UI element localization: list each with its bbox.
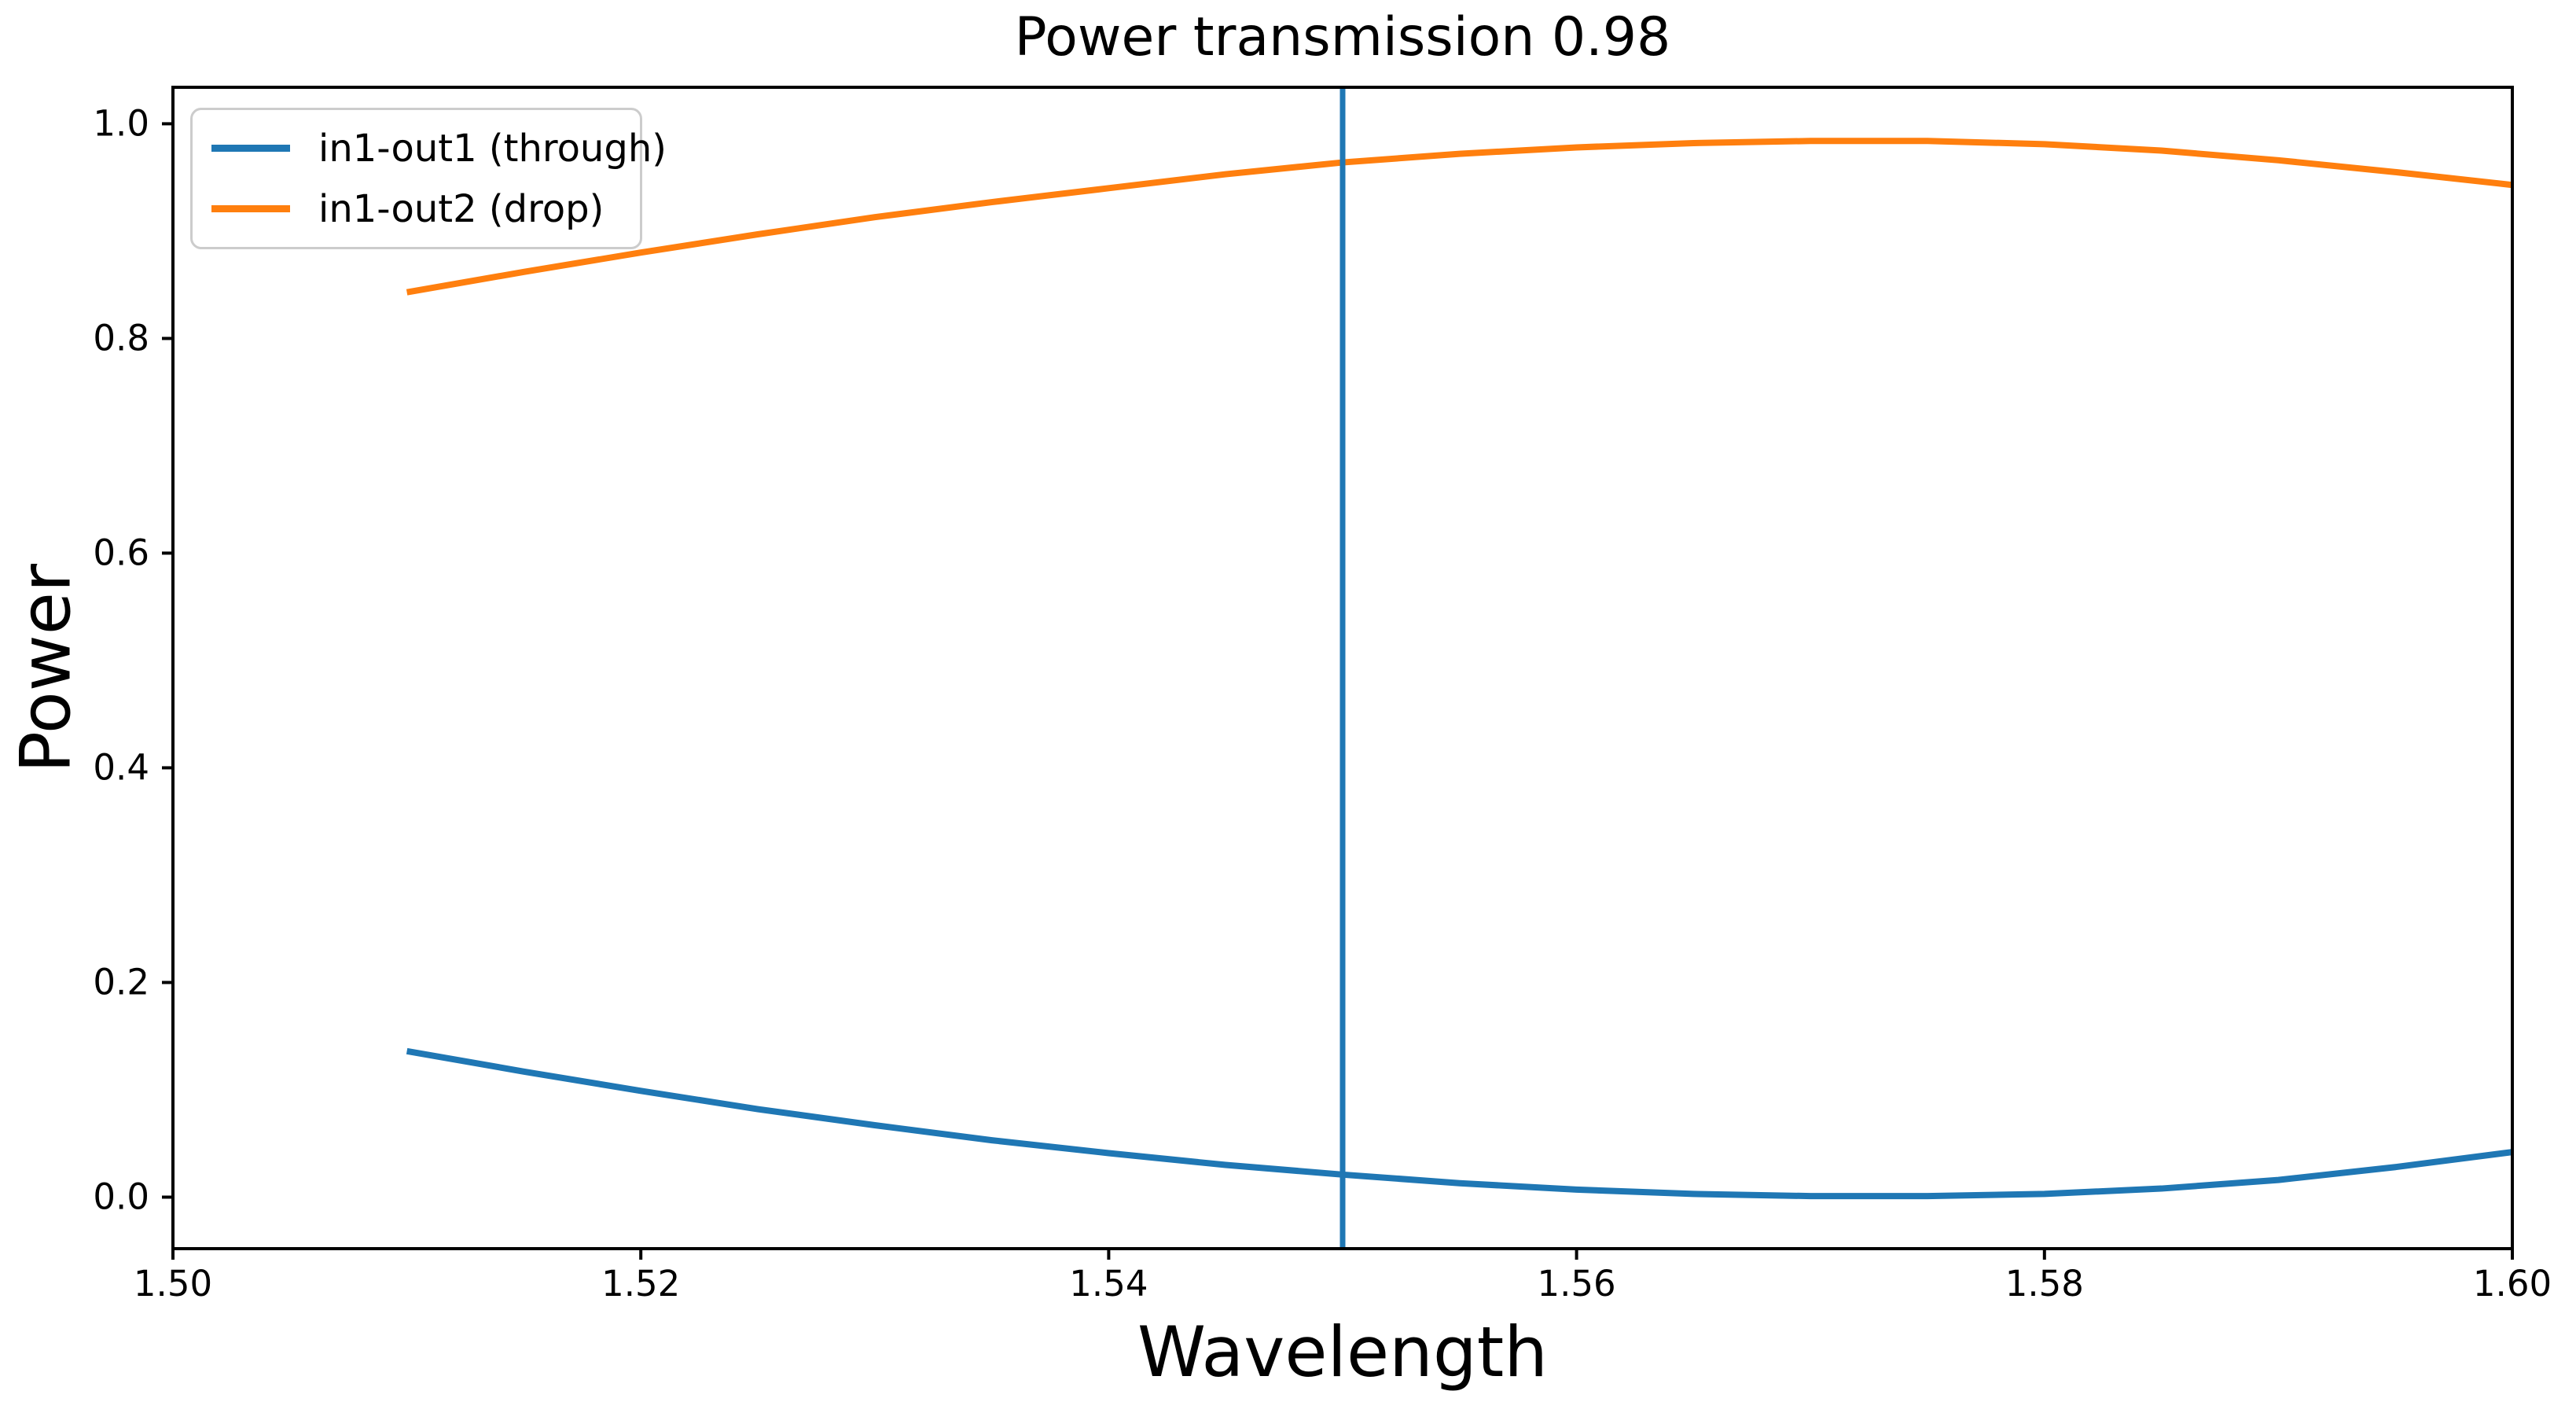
x-axis-label: Wavelength: [1137, 1312, 1549, 1393]
legend: in1-out1 (through) in1-out2 (drop): [190, 108, 667, 249]
through-line-sample: [211, 145, 290, 152]
drop-line-sample: [211, 205, 290, 212]
legend-entry-drop: in1-out2 (drop): [211, 187, 621, 231]
y-tick-label: 0.4: [93, 746, 149, 789]
x-tick-label: 1.58: [2005, 1263, 2084, 1304]
x-tick-label: 1.50: [133, 1263, 213, 1304]
legend-entry-through: in1-out1 (through): [211, 127, 667, 171]
series-curve-1: [406, 138, 2513, 296]
y-tick-label: 0.0: [93, 1176, 149, 1218]
legend-label-through: in1-out1 (through): [318, 126, 667, 171]
curves-layer: [406, 138, 2513, 1200]
y-tick-label: 0.8: [93, 317, 149, 359]
x-tick-label: 1.56: [1537, 1263, 1616, 1304]
axes-spines: [171, 86, 2514, 1250]
y-axis-label: Power: [5, 563, 86, 774]
y-tick-label: 0.2: [93, 961, 149, 1003]
x-tick-label: 1.60: [2472, 1263, 2552, 1304]
y-tick-label: 0.6: [93, 532, 149, 574]
x-tick-label: 1.54: [1069, 1263, 1148, 1304]
ticks-layer: [162, 122, 2514, 1260]
x-tick-label: 1.52: [601, 1263, 681, 1304]
series-curve-0: [406, 1047, 2513, 1200]
chart-title: Power transmission 0.98: [1014, 6, 1671, 68]
legend-label-drop: in1-out2 (drop): [318, 186, 604, 231]
y-tick-label: 1.0: [93, 102, 149, 145]
